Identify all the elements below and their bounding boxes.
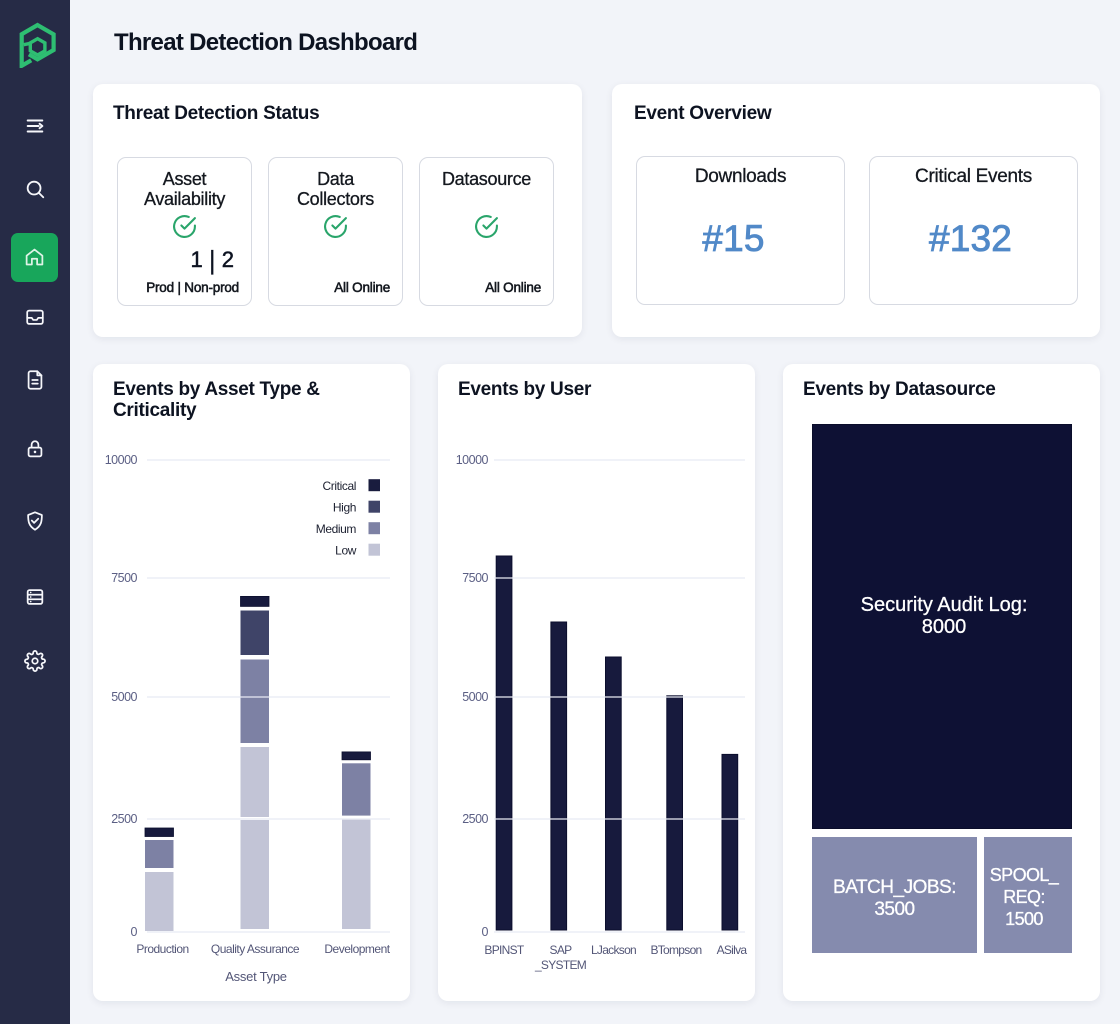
svg-text:Development: Development [324,942,390,956]
svg-text:5000: 5000 [111,690,137,704]
svg-text:2500: 2500 [462,812,488,826]
svg-text:5000: 5000 [462,690,488,704]
svg-text:7500: 7500 [462,571,488,585]
svg-text:Low: Low [335,544,357,558]
svg-text:Quality Assurance: Quality Assurance [211,942,300,956]
svg-text:7500: 7500 [111,571,137,585]
svg-text:BPINST: BPINST [484,943,525,957]
svg-text:0: 0 [482,925,489,939]
svg-text:High: High [333,501,356,515]
svg-text:SAP: SAP [550,943,573,957]
svg-text:_SYSTEM: _SYSTEM [534,958,587,972]
svg-text:BTompson: BTompson [650,943,701,957]
svg-text:Production: Production [136,942,188,956]
svg-text:10000: 10000 [456,453,489,467]
svg-text:2500: 2500 [111,812,137,826]
svg-text:0: 0 [131,925,138,939]
svg-text:10000: 10000 [105,453,138,467]
svg-text:Medium: Medium [316,522,357,536]
svg-text:LJackson: LJackson [591,943,636,957]
svg-text:Asset Type: Asset Type [225,969,287,984]
svg-text:ASilva: ASilva [717,943,748,957]
svg-text:Critical: Critical [323,479,356,493]
